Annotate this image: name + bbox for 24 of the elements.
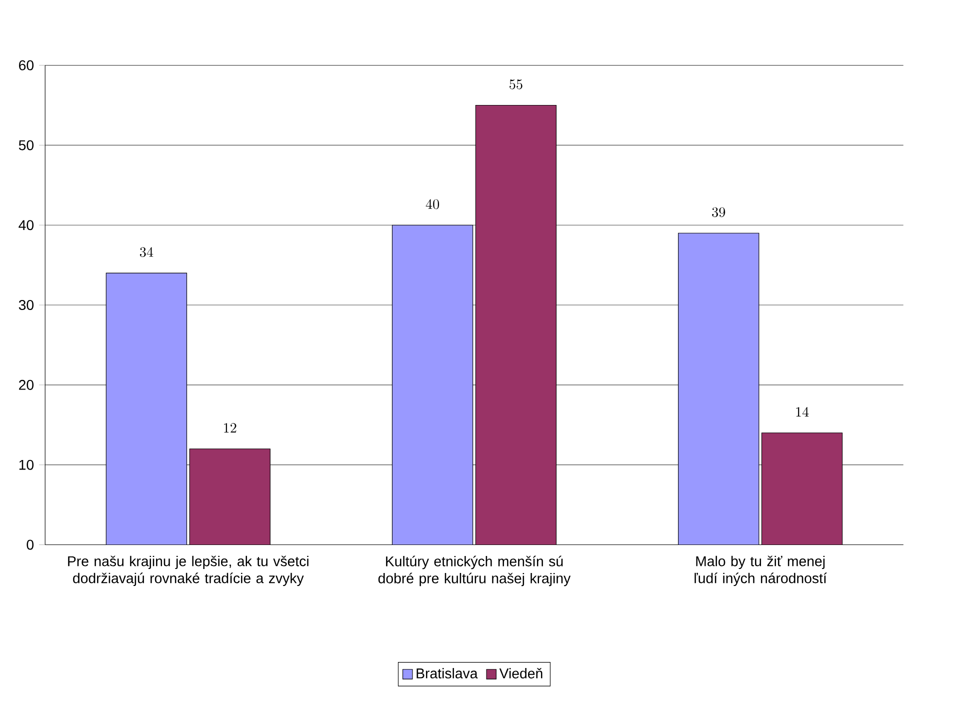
data-label: 40 <box>426 199 440 210</box>
x-tick-label: Kultúry etnických menšín sú dobré pre kultúru našej krajiny <box>378 556 571 586</box>
data-label: 14 <box>796 407 809 417</box>
y-tick-label: 60 <box>19 60 34 70</box>
bar <box>190 448 270 545</box>
data-label: 55 <box>510 80 522 90</box>
data-label: 39 <box>712 207 726 218</box>
bar <box>106 273 187 545</box>
y-tick-label: 0 <box>26 540 34 550</box>
bar <box>678 232 760 545</box>
bar <box>392 225 473 545</box>
y-tick-label: 50 <box>18 140 34 150</box>
y-tick-label: 30 <box>18 300 34 310</box>
x-tick-label: Malo by tu žiť menej ľudí iných národností <box>694 556 827 586</box>
x-tick-label: Pre našu krajinu je lepšie, ak tu všetci dodržiavajú rovnaké tradície a zvyky <box>68 556 308 586</box>
y-tick-label: 10 <box>19 460 34 470</box>
data-label: 34 <box>140 247 154 258</box>
legend-label: Bratislava <box>416 668 478 678</box>
y-tick-label: 20 <box>19 380 34 390</box>
bar <box>476 105 556 545</box>
y-tick-label: 40 <box>18 220 34 230</box>
legend-label: Viedeň <box>499 668 542 678</box>
bar <box>761 432 843 545</box>
data-label: 12 <box>224 423 236 433</box>
